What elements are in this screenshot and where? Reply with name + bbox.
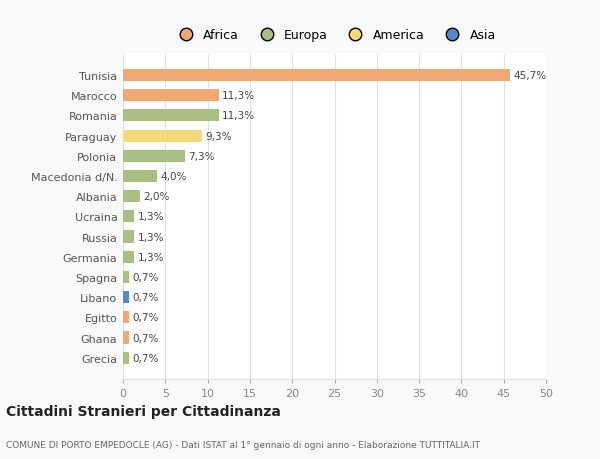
- Text: 0,7%: 0,7%: [133, 353, 158, 363]
- Text: 1,3%: 1,3%: [137, 252, 164, 262]
- Text: 9,3%: 9,3%: [205, 131, 232, 141]
- Bar: [123, 130, 202, 142]
- Text: Cittadini Stranieri per Cittadinanza: Cittadini Stranieri per Cittadinanza: [6, 404, 281, 419]
- Text: 0,7%: 0,7%: [133, 272, 158, 282]
- Bar: [123, 211, 134, 223]
- Bar: [123, 90, 218, 102]
- Bar: [123, 352, 129, 364]
- Bar: [123, 110, 218, 122]
- Bar: [123, 271, 129, 283]
- Bar: [123, 190, 140, 203]
- Bar: [123, 251, 134, 263]
- Text: 11,3%: 11,3%: [222, 91, 255, 101]
- Text: 2,0%: 2,0%: [143, 192, 170, 202]
- Text: 0,7%: 0,7%: [133, 333, 158, 343]
- Text: COMUNE DI PORTO EMPEDOCLE (AG) - Dati ISTAT al 1° gennaio di ogni anno - Elabora: COMUNE DI PORTO EMPEDOCLE (AG) - Dati IS…: [6, 441, 480, 449]
- Bar: [123, 332, 129, 344]
- Text: 11,3%: 11,3%: [222, 111, 255, 121]
- Text: 7,3%: 7,3%: [188, 151, 215, 162]
- Bar: [123, 231, 134, 243]
- Text: 0,7%: 0,7%: [133, 292, 158, 302]
- Text: 4,0%: 4,0%: [160, 172, 187, 182]
- Text: 0,7%: 0,7%: [133, 313, 158, 323]
- Legend: Africa, Europa, America, Asia: Africa, Europa, America, Asia: [173, 29, 496, 42]
- Text: 45,7%: 45,7%: [513, 71, 546, 81]
- Bar: [123, 70, 509, 82]
- Text: 1,3%: 1,3%: [137, 232, 164, 242]
- Bar: [123, 171, 157, 183]
- Bar: [123, 151, 185, 162]
- Text: 1,3%: 1,3%: [137, 212, 164, 222]
- Bar: [123, 291, 129, 303]
- Bar: [123, 312, 129, 324]
